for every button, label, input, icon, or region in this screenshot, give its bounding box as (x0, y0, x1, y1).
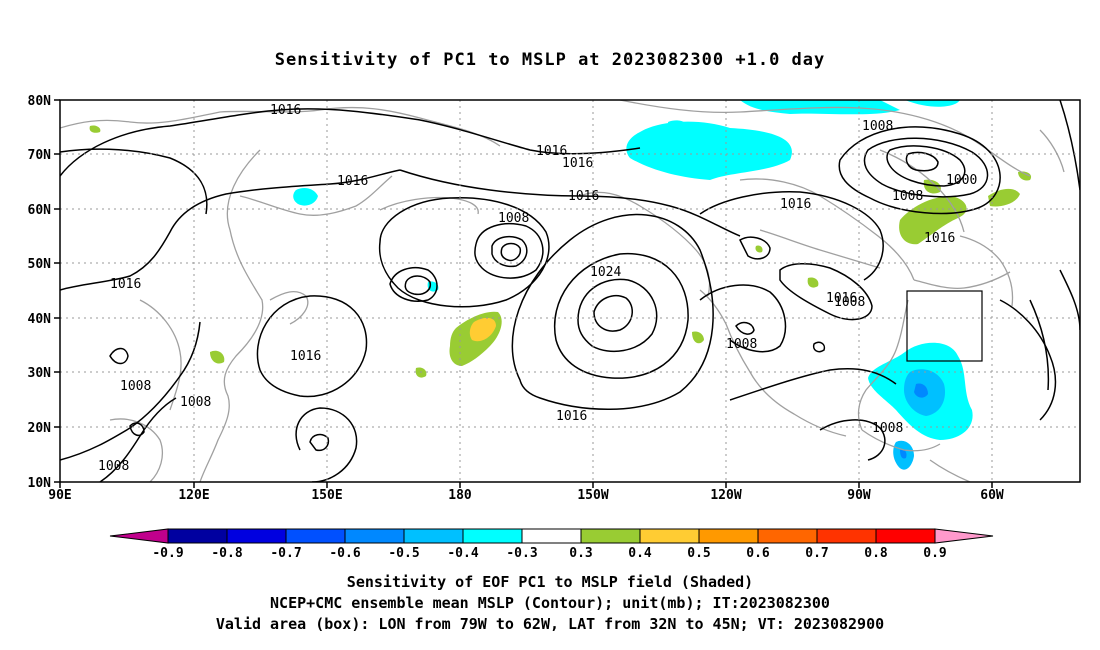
contour-label: 1008 (834, 295, 865, 310)
contour-label: 1016 (562, 156, 593, 171)
colorbar-labels: -0.9 -0.8 -0.7 -0.6 -0.5 -0.4 -0.3 0.3 0… (152, 546, 946, 561)
colorbar-arrow-right (934, 528, 994, 544)
colorbar-label: 0.8 (864, 546, 888, 561)
contour-label: 1016 (536, 144, 567, 159)
map-frame (59, 99, 1081, 483)
caption-line: NCEP+CMC ensemble mean MSLP (Contour); u… (270, 594, 830, 612)
contour-label: 1008 (180, 395, 211, 410)
lat-label: 20N (28, 421, 52, 436)
lon-label: 150W (577, 488, 608, 503)
lat-label: 10N (28, 476, 52, 491)
colorbar-swatch (875, 528, 936, 544)
caption-line: Valid area (box): LON from 79W to 62W, L… (215, 615, 885, 633)
colorbar-label: 0.9 (923, 546, 946, 561)
colorbar-swatch (816, 528, 877, 544)
sensitivity-shading (89, 100, 1032, 470)
colorbar-arrow-left (109, 528, 169, 544)
colorbar-label: 0.3 (569, 546, 592, 561)
contour-label: 1024 (590, 265, 621, 280)
contour-label: 1016 (290, 349, 321, 364)
lat-label: 80N (28, 94, 52, 109)
lon-label: 180 (448, 488, 472, 503)
contour-label: 1016 (270, 103, 301, 118)
contour-label: 1016 (556, 409, 587, 424)
lon-label: 60W (980, 488, 1004, 503)
colorbar-swatch (580, 528, 641, 544)
contour-label: 1008 (498, 211, 529, 226)
contour-label: 1008 (98, 459, 129, 474)
colorbar-swatch (226, 528, 287, 544)
contour-label: 1008 (872, 421, 903, 436)
colorbar-label: 0.5 (687, 546, 710, 561)
lon-label: 120E (178, 488, 209, 503)
colorbar-label: -0.7 (270, 546, 301, 561)
lat-label: 40N (28, 312, 52, 327)
colorbar-label: -0.8 (211, 546, 242, 561)
lat-label: 60N (28, 203, 52, 218)
colorbar-swatch (285, 528, 346, 544)
tick-marks (54, 99, 993, 488)
colorbar-swatch (521, 528, 582, 544)
colorbar-swatch (698, 528, 759, 544)
colorbar-swatch (639, 528, 700, 544)
contour-labels: 1016 1016 1016 1016 1016 1016 1016 1016 … (98, 103, 977, 474)
contour-label: 1008 (120, 379, 151, 394)
contour-label: 1008 (862, 119, 893, 134)
isobar-contours (60, 100, 1080, 482)
lon-label: 150E (311, 488, 342, 503)
colorbar-label: -0.3 (506, 546, 537, 561)
lon-label: 90E (48, 488, 71, 503)
contour-label: 1016 (110, 277, 141, 292)
lat-label: 70N (28, 148, 52, 163)
contour-label: 1016 (826, 291, 857, 306)
lon-label: 120W (710, 488, 741, 503)
lon-label: 90W (847, 488, 871, 503)
colorbar-swatch (344, 528, 405, 544)
valid-area-box (906, 290, 983, 362)
colorbar-swatch (167, 528, 228, 544)
contour-label: 1016 (337, 174, 368, 189)
colorbar-label: -0.4 (447, 546, 478, 561)
contour-label: 1008 (892, 189, 923, 204)
contour-label: 1016 (924, 231, 955, 246)
colorbar-label: 0.7 (805, 546, 828, 561)
caption-line: Sensitivity of EOF PC1 to MSLP field (Sh… (346, 573, 754, 591)
colorbar-label: -0.6 (329, 546, 360, 561)
grid-lines (60, 100, 1080, 482)
colorbar-swatch (757, 528, 818, 544)
chart-title: Sensitivity of PC1 to MSLP at 2023082300… (274, 50, 826, 70)
longitude-labels: 90E 120E 150E 180 150W 120W 90W 60W (48, 488, 1004, 503)
colorbar-label: -0.5 (388, 546, 419, 561)
contour-label: 1000 (946, 173, 977, 188)
latitude-labels: 80N 70N 60N 50N 40N 30N 20N 10N (28, 94, 52, 491)
contour-label: 1016 (780, 197, 811, 212)
colorbar-label: -0.9 (152, 546, 183, 561)
colorbar-swatch (403, 528, 464, 544)
colorbar-label: 0.4 (628, 546, 652, 561)
contour-label: 1016 (568, 189, 599, 204)
caption-block: Sensitivity of EOF PC1 to MSLP field (Sh… (0, 572, 1100, 635)
lat-label: 50N (28, 257, 52, 272)
contour-label: 1008 (726, 337, 757, 352)
colorbar-swatch (462, 528, 523, 544)
colorbar-label: 0.6 (746, 546, 770, 561)
colorbar (109, 528, 994, 544)
lat-label: 30N (28, 366, 52, 381)
